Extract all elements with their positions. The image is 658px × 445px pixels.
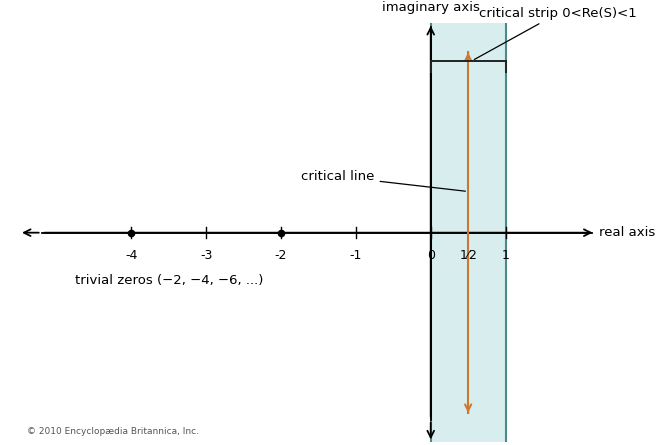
Text: critical line: critical line — [301, 170, 465, 191]
Text: 1: 1 — [501, 249, 509, 262]
Bar — [431, 23, 505, 442]
Text: -2: -2 — [275, 249, 288, 262]
Text: real axis: real axis — [599, 226, 655, 239]
Text: © 2010 Encyclopædia Britannica, Inc.: © 2010 Encyclopædia Britannica, Inc. — [26, 427, 199, 436]
Text: 1⁄2: 1⁄2 — [459, 249, 477, 262]
Text: -4: -4 — [125, 249, 138, 262]
Text: trivial zeros (−2, −4, −6, ...): trivial zeros (−2, −4, −6, ...) — [74, 274, 263, 287]
Text: -1: -1 — [349, 249, 362, 262]
Text: -3: -3 — [200, 249, 213, 262]
Text: imaginary axis: imaginary axis — [382, 1, 480, 14]
Text: 0: 0 — [427, 249, 435, 262]
Text: critical strip 0<Re(S)<1: critical strip 0<Re(S)<1 — [474, 7, 637, 60]
